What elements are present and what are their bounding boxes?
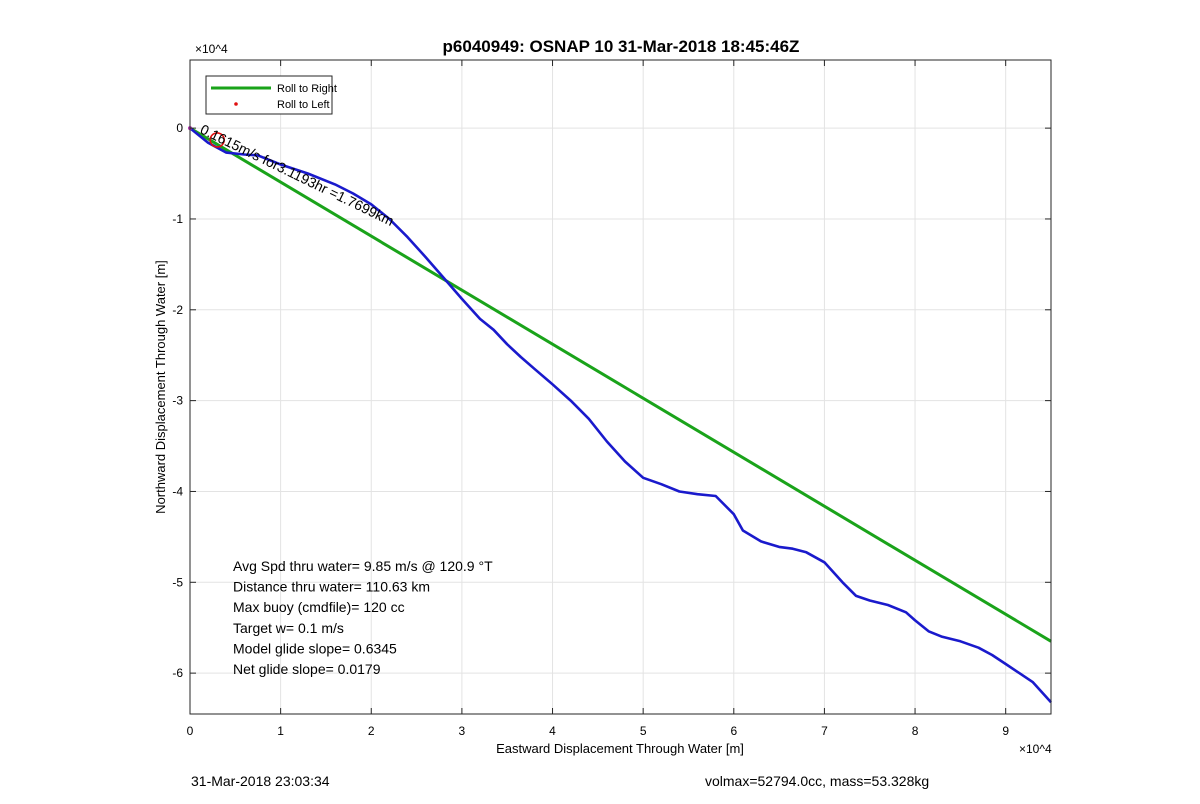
- stats-line: Max buoy (cmdfile)= 120 cc: [233, 599, 405, 615]
- legend-label-roll-right: Roll to Right: [277, 83, 337, 95]
- series-layer: [189, 126, 1052, 704]
- y-axis-label: Northward Displacement Through Water [m]: [153, 260, 168, 514]
- stats-line: Model glide slope= 0.6345: [233, 640, 397, 656]
- legend-label-roll-left: Roll to Left: [277, 99, 330, 111]
- x-tick-label: 7: [821, 724, 828, 738]
- stats-line: Target w= 0.1 m/s: [233, 620, 344, 636]
- y-tick-label: -3: [172, 394, 183, 408]
- x-tick-label: 3: [459, 724, 466, 738]
- x-exponent: ×10^4: [1019, 742, 1052, 756]
- legend-swatch-roll-left: [234, 102, 238, 106]
- grid: [189, 60, 1051, 714]
- stats-line: Distance thru water= 110.63 km: [233, 579, 430, 595]
- x-tick-label: 0: [187, 724, 194, 738]
- stats-line: Avg Spd thru water= 9.85 m/s @ 120.9 °T: [233, 558, 493, 574]
- series-line-roll-to-right: [189, 126, 1052, 643]
- x-axis-label: Eastward Displacement Through Water [m]: [496, 741, 744, 756]
- stats-line: Net glide slope= 0.0179: [233, 661, 381, 677]
- series-line-track: [189, 127, 1052, 704]
- x-tick-label: 1: [277, 724, 284, 738]
- y-tick-label: -2: [172, 303, 183, 317]
- axis-ticks: 0 1 2 3 4 5 6 7 8 9 0 -1 -2 -3 -4 -5 -6: [172, 60, 1051, 738]
- legend-box: [205, 75, 333, 115]
- x-tick-label: 2: [368, 724, 375, 738]
- y-exponent: ×10^4: [195, 42, 228, 56]
- footer-timestamp: 31-Mar-2018 23:03:34: [191, 773, 330, 789]
- y-tick-label: -5: [172, 575, 183, 589]
- legend: Roll to Right Roll to Left: [205, 75, 337, 115]
- segment-annotation: 0.1615m/s for3.1193hr =1.7699km: [198, 121, 397, 229]
- y-tick-label: -1: [172, 212, 183, 226]
- x-tick-label: 4: [549, 724, 556, 738]
- chart-title: p6040949: OSNAP 10 31-Mar-2018 18:45:46Z: [443, 37, 800, 56]
- y-tick-label: 0: [176, 121, 183, 135]
- stats-block: Avg Spd thru water= 9.85 m/s @ 120.9 °T D…: [233, 558, 493, 677]
- start-marker: [209, 132, 225, 148]
- plot-frame: [189, 59, 1052, 715]
- footer-mass-info: volmax=52794.0cc, mass=53.328kg: [705, 773, 930, 789]
- y-tick-label: -4: [172, 484, 183, 498]
- x-tick-label: 9: [1002, 724, 1009, 738]
- x-tick-label: 8: [912, 724, 919, 738]
- x-tick-label: 5: [640, 724, 647, 738]
- x-tick-label: 6: [730, 724, 737, 738]
- y-tick-label: -6: [172, 666, 183, 680]
